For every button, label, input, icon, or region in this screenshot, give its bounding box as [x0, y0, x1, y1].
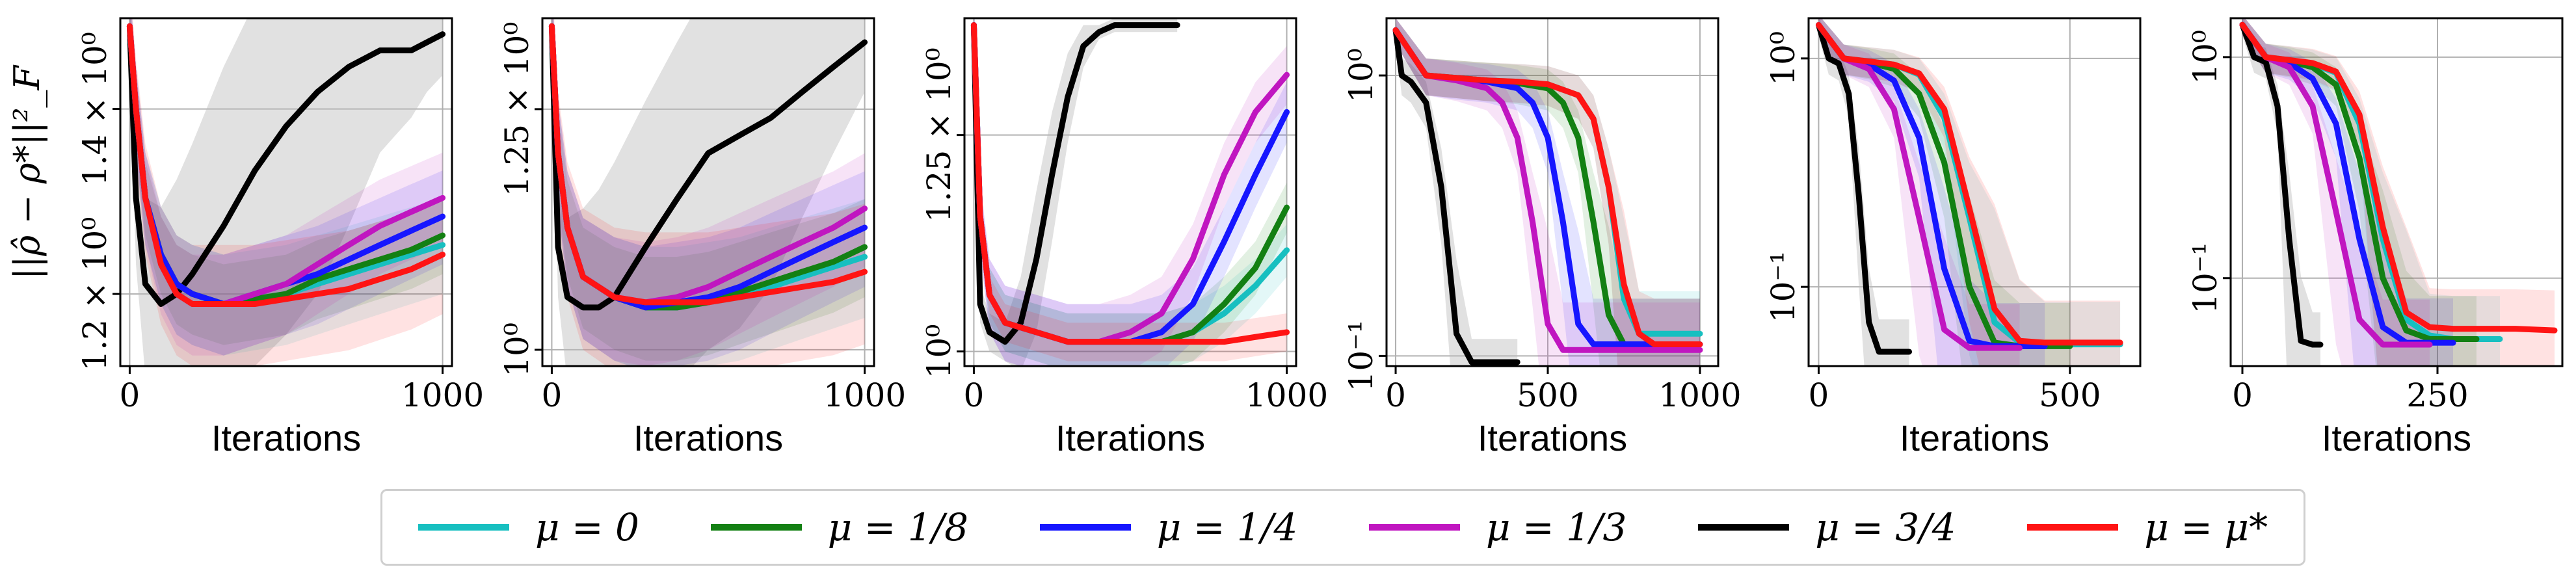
legend-swatch-mu-1-8	[710, 524, 802, 531]
legend-swatch-mu-1-4	[1039, 524, 1131, 531]
panel-3-xtick-label-0: 0	[964, 376, 985, 414]
panel-6: 0 250 10⁻¹ 10⁰ Iterations	[2186, 17, 2564, 458]
legend-entry-mu-1-8: μ = 1/8	[710, 505, 969, 549]
panel-3-xlabel: Iterations	[1056, 417, 1205, 458]
panel-4-axes-frame	[1385, 17, 1720, 367]
panel-5-plot-area	[1815, 18, 2123, 366]
panel-3-ytick-label-0: 10⁰	[920, 324, 958, 379]
panel-3: 0 1000 10⁰ 1.25 × 10⁰ Iterations	[920, 17, 1328, 458]
panel-5-band-mu-1-3	[1818, 18, 2020, 366]
legend-swatch-mu-star	[2027, 524, 2119, 531]
panel-5-ytick-label-0: 10⁻¹	[1764, 251, 1802, 323]
panel-2-xtick-label-0: 0	[542, 376, 563, 414]
panel-4-ytick-label-0: 10⁻¹	[1342, 320, 1380, 391]
panel-1-line-mu-3-4	[126, 23, 446, 308]
panel-1-axes-frame	[119, 17, 453, 367]
panel-4-xtick-label-0: 0	[1385, 376, 1406, 414]
legend-swatch-mu-3-4	[1698, 524, 1790, 531]
panel-2-xtick-label-1: 1000	[823, 376, 906, 414]
panel-5-band-mu-star	[1818, 18, 2121, 366]
legend-entry-mu-1-3: μ = 1/3	[1368, 505, 1627, 549]
panel-1-band-mu-star	[129, 18, 443, 366]
panel-5-xlabel: Iterations	[1900, 417, 2049, 458]
panel-4-xlabel: Iterations	[1478, 417, 1627, 458]
panel-5-line-mu-3-4	[1815, 22, 1913, 355]
panel-4-band-mu-1-3	[1396, 18, 1700, 366]
legend-entry-mu-3-4: μ = 3/4	[1698, 505, 1956, 549]
panel-6-line-mu-3-4	[2239, 21, 2324, 348]
panel-6-xlabel: Iterations	[2322, 417, 2471, 458]
panel-3-band-mu-0	[974, 18, 1287, 366]
panel-4-ytick-label-1: 10⁰	[1342, 48, 1380, 103]
panel-1-line-mu-star	[126, 23, 446, 308]
legend-entry-mu-1-4: μ = 1/4	[1039, 505, 1298, 549]
panel-4-xtick-label-2: 1000	[1658, 376, 1741, 414]
panel-3-line-mu-3-4	[970, 22, 1180, 345]
panel-5-band-mu-0	[1818, 18, 2121, 366]
panel-6-plot-area	[2239, 18, 2558, 366]
panel-6-band-mu-3-4	[2242, 18, 2320, 366]
panel-3-ytick-label-1: 1.25 × 10⁰	[920, 47, 958, 222]
panel-6-band-mu-1-3	[2242, 18, 2430, 366]
legend-label-mu-star: μ = μ*	[2144, 505, 2268, 549]
legend-swatch-mu-0	[418, 524, 509, 531]
panel-1-ytick-label-1: 1.4 × 10⁰	[76, 32, 114, 186]
panel-6-ytick-label-1: 10⁰	[2186, 30, 2224, 85]
legend-entry-mu-star: μ = μ*	[2027, 505, 2268, 549]
panel-3-plot-area	[970, 18, 1290, 366]
panel-6-ytick-label-0: 10⁻¹	[2186, 243, 2224, 314]
legend-label-mu-3-4: μ = 3/4	[1815, 505, 1956, 549]
panel-1-band-mu-3-4	[129, 18, 443, 366]
panel-3-band-mu-star	[974, 18, 1287, 362]
panel-2-line-mu-3-4	[548, 23, 868, 311]
legend: μ = 0 μ = 1/8 μ = 1/4 μ = 1/3 μ = 3/4 μ …	[380, 489, 2305, 566]
legend-label-mu-1-3: μ = 1/3	[1485, 505, 1627, 549]
panel-4-xtick-label-1: 500	[1517, 376, 1578, 414]
panel-5-xtick-label-0: 0	[1809, 376, 1829, 414]
legend-label-mu-1-4: μ = 1/4	[1156, 505, 1298, 549]
panel-4-line-mu-3-4	[1392, 27, 1520, 365]
panel-5-line-mu-star	[1815, 22, 2123, 346]
panel-5-band-mu-1-8	[1818, 18, 2070, 366]
panel-2-ytick-label-0: 10⁰	[498, 323, 536, 377]
panel-3-axes-frame	[963, 17, 1297, 367]
panel-5: 0 500 10⁻¹ 10⁰ Iterations	[1764, 17, 2142, 458]
panel-2: 0 1000 10⁰ 1.25 × 10⁰ Iterations	[498, 17, 906, 458]
panel-5-xtick-label-1: 500	[2039, 376, 2101, 414]
panel-4: 0 500 1000 10⁻¹ 10⁰ Iterations	[1342, 17, 1742, 458]
panel-6-line-mu-star	[2239, 21, 2558, 334]
panel-2-axes-frame	[541, 17, 875, 367]
panel-3-band-mu-3-4	[974, 18, 1178, 366]
panel-1: 0 1000 1.2 × 10⁰ 1.4 × 10⁰ Iterations ||ρ̂ − …	[7, 17, 484, 458]
panel-1-xtick-label-0: 0	[120, 376, 140, 414]
panel-1-plot-area	[126, 18, 446, 366]
panel-3-band-mu-1-3	[974, 18, 1287, 366]
panel-6-xtick-label-0: 0	[2232, 376, 2253, 414]
panel-1-xtick-label-1: 1000	[401, 376, 484, 414]
figure-panels: 0 1000 1.2 × 10⁰ 1.4 × 10⁰ Iterations ||ρ̂ − …	[7, 17, 2564, 458]
panel-2-plot-area	[548, 18, 868, 366]
panel-1-ytick-label-0: 1.2 × 10⁰	[76, 217, 114, 371]
panel-5-axes-frame	[1807, 17, 2142, 367]
legend-entry-mu-0: μ = 0	[418, 505, 639, 549]
panel-1-ylabel: ||ρ̂ − ρ*||²_F	[7, 64, 47, 279]
panel-6-axes-frame	[2229, 17, 2564, 367]
panel-3-band-mu-1-8	[974, 18, 1287, 366]
panel-5-ytick-label-1: 10⁰	[1764, 31, 1802, 86]
panel-2-line-mu-star	[548, 23, 868, 306]
panel-6-xtick-label-1: 250	[2406, 376, 2468, 414]
panel-3-xtick-label-1: 1000	[1245, 376, 1328, 414]
panel-4-plot-area	[1392, 18, 1703, 366]
panel-2-ytick-label-1: 1.25 × 10⁰	[498, 22, 536, 197]
legend-swatch-mu-1-3	[1368, 524, 1460, 531]
panel-2-xlabel: Iterations	[633, 417, 783, 458]
panel-3-line-mu-star	[970, 22, 1290, 345]
panel-4-line-mu-star	[1392, 27, 1703, 348]
legend-label-mu-1-8: μ = 1/8	[827, 505, 969, 549]
panel-1-xlabel: Iterations	[211, 417, 361, 458]
legend-label-mu-0: μ = 0	[535, 505, 639, 549]
panel-6-band-mu-1-8	[2242, 18, 2476, 366]
